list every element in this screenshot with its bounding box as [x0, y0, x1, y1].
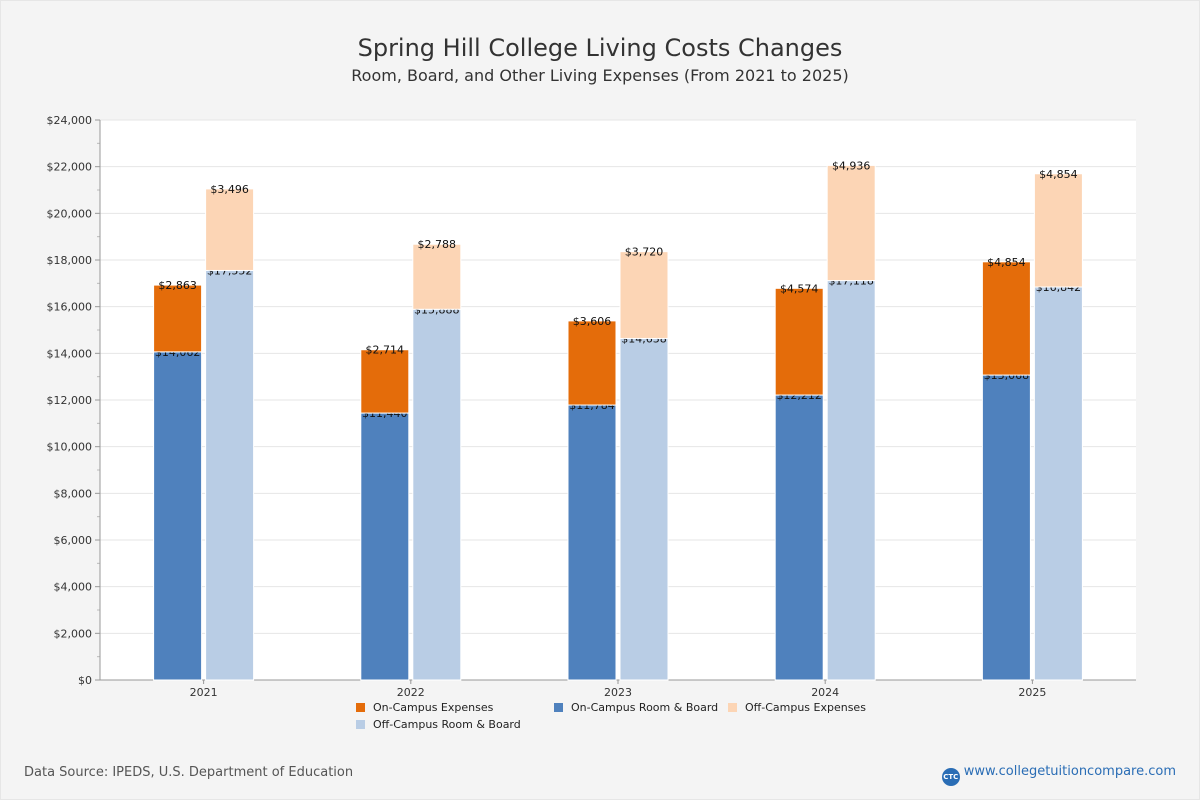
y-tick-label: $16,000 [47, 301, 93, 314]
bar-on-campus-expenses-2021 [153, 284, 203, 353]
data-label: $2,863 [158, 279, 197, 292]
data-label: $2,714 [366, 344, 405, 357]
y-tick-label: $2,000 [54, 627, 93, 640]
x-tick-label: 2023 [604, 686, 632, 699]
brand-logo-icon: CTC [941, 768, 960, 786]
data-label: $4,854 [1039, 168, 1078, 181]
y-tick-label: $12,000 [47, 394, 93, 407]
x-tick-label: 2021 [190, 686, 218, 699]
bar-off-campus-room-board-2025 [1033, 286, 1083, 681]
chart-title: Spring Hill College Living Costs Changes [357, 34, 843, 62]
legend-item[interactable]: On-Campus Expenses [356, 701, 493, 714]
y-tick-label: $24,000 [47, 114, 93, 127]
bar-on-campus-room-board-2023 [567, 404, 617, 681]
legend-swatch [356, 703, 365, 712]
y-tick-label: $14,000 [47, 347, 93, 360]
bar-off-campus-expenses-2022 [412, 243, 462, 310]
bar-off-campus-room-board-2022 [412, 308, 462, 681]
legend-swatch [728, 703, 737, 712]
y-tick-label: $4,000 [54, 581, 93, 594]
bar-off-campus-room-board-2021 [205, 269, 255, 681]
legend-swatch [356, 720, 365, 729]
data-label: $3,496 [210, 183, 249, 196]
bar-on-campus-room-board-2024 [774, 394, 824, 681]
bar-on-campus-expenses-2025 [981, 261, 1031, 376]
bar-on-campus-room-board-2022 [360, 412, 410, 681]
data-label: $4,854 [987, 256, 1026, 269]
data-label: $4,574 [780, 282, 819, 295]
x-tick-label: 2024 [811, 686, 839, 699]
legend-item[interactable]: On-Campus Room & Board [554, 701, 718, 714]
bar-off-campus-expenses-2025 [1033, 173, 1083, 288]
brand-link[interactable]: CTC www.collegetuitioncompare.com [941, 764, 1176, 786]
legend-item[interactable]: Off-Campus Expenses [728, 701, 866, 714]
data-label: $3,720 [625, 246, 664, 259]
bar-on-campus-expenses-2024 [774, 287, 824, 396]
chart-subtitle: Room, Board, and Other Living Expenses (… [351, 66, 849, 85]
bar-off-campus-room-board-2024 [826, 280, 876, 681]
x-tick-label: 2025 [1018, 686, 1046, 699]
legend-label: Off-Campus Expenses [745, 701, 866, 714]
data-label: $3,606 [573, 315, 612, 328]
bar-on-campus-expenses-2022 [360, 349, 410, 414]
bar-on-campus-room-board-2021 [153, 351, 203, 681]
y-tick-label: $8,000 [54, 487, 93, 500]
y-tick-label: $22,000 [47, 161, 93, 174]
x-tick-label: 2022 [397, 686, 425, 699]
bar-off-campus-expenses-2021 [205, 188, 255, 271]
y-tick-label: $10,000 [47, 441, 93, 454]
y-tick-label: $20,000 [47, 207, 93, 220]
legend-label: On-Campus Room & Board [571, 701, 719, 714]
legend-label: Off-Campus Room & Board [373, 718, 521, 731]
bar-off-campus-room-board-2023 [619, 337, 669, 681]
bar-on-campus-room-board-2025 [981, 374, 1031, 681]
y-tick-label: $0 [78, 674, 92, 687]
data-label: $2,788 [418, 238, 457, 251]
brand-url: www.collegetuitioncompare.com [963, 764, 1176, 779]
legend-item[interactable]: Off-Campus Room & Board [356, 718, 521, 731]
y-tick-label: $6,000 [54, 534, 93, 547]
legend-swatch [554, 703, 563, 712]
bar-on-campus-expenses-2023 [567, 320, 617, 406]
bar-off-campus-expenses-2023 [619, 251, 669, 339]
data-source-note: Data Source: IPEDS, U.S. Department of E… [24, 765, 354, 780]
legend-label: On-Campus Expenses [373, 701, 494, 714]
bar-off-campus-expenses-2024 [826, 164, 876, 282]
y-tick-label: $18,000 [47, 254, 93, 267]
data-label: $4,936 [832, 159, 871, 172]
